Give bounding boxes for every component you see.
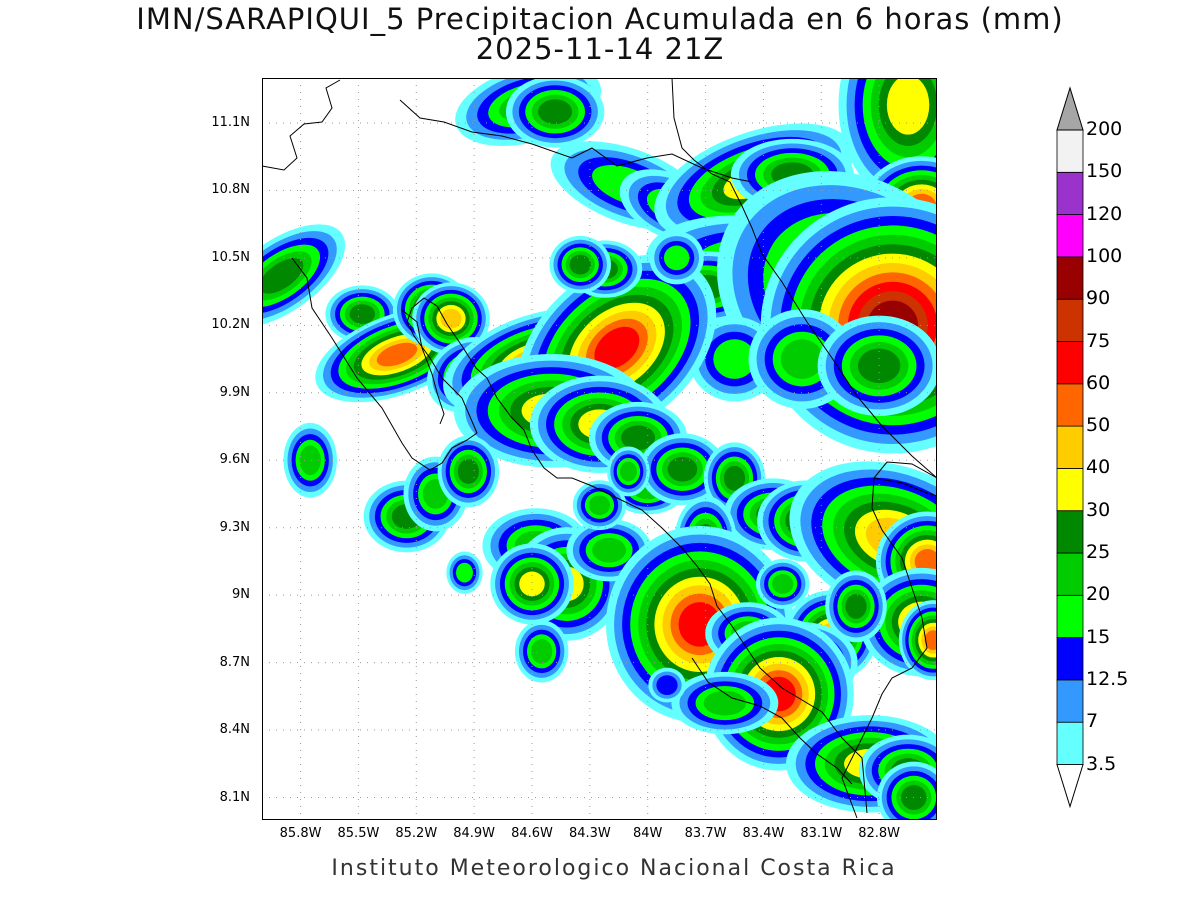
lon-tick-label: 83.1W [800, 826, 843, 841]
footer-credit: Instituto Meteorologico Nacional Costa R… [331, 856, 897, 881]
colorbar-level-label: 150 [1086, 160, 1123, 183]
colorbar [1056, 86, 1084, 809]
colorbar-min-arrow [1056, 764, 1084, 809]
caribbean-coast [671, 78, 937, 479]
colorbar-level-label: 100 [1086, 244, 1123, 267]
panama-coast [873, 477, 937, 497]
lon-tick-label: 83.4W [742, 826, 785, 841]
colorbar-segment [1056, 552, 1084, 596]
colorbar-segment [1056, 171, 1084, 216]
country-borders [262, 78, 937, 819]
nicaragua-costa-rica-border [399, 99, 753, 183]
lat-tick-label: 10.5N [211, 249, 250, 265]
precip-cell-31 [437, 435, 500, 508]
lon-tick-label: 84.6W [511, 826, 553, 841]
pacific-coast-guanacaste [291, 257, 868, 814]
colorbar-max-arrow [1056, 86, 1084, 131]
precip-cell-1 [505, 78, 605, 148]
lat-tick-label: 9N [232, 587, 250, 603]
colorbar-level-label: 20 [1086, 583, 1111, 606]
lon-tick-label: 84.3W [568, 826, 611, 841]
lat-tick-label: 9.3N [219, 519, 250, 535]
colorbar-segment [1056, 129, 1084, 173]
precip-cell-54 [898, 600, 937, 681]
precipitation-map [262, 78, 937, 820]
precip-cell-27 [549, 235, 611, 294]
lon-tick-label: 83.7W [684, 826, 727, 841]
precip-cell-56 [514, 620, 569, 683]
osa-peninsula [691, 657, 853, 785]
lon-tick-label: 85.5W [337, 826, 380, 841]
lon-tick-label: 84.9W [453, 826, 496, 841]
colorbar-level-label: 40 [1086, 456, 1111, 479]
colorbar-level-label: 25 [1086, 541, 1111, 563]
precip-cell-6 [838, 78, 937, 203]
lat-tick-label: 10.2N [211, 317, 250, 333]
lat-tick-label: 11.1N [211, 114, 250, 130]
colorbar-level-label: 12.5 [1086, 667, 1129, 690]
colorbar-segment [1056, 256, 1084, 300]
colorbar-segment [1056, 383, 1084, 427]
precip-cell-61 [755, 558, 810, 609]
precip-cell-28 [283, 422, 337, 498]
lat-tick-label: 10.8N [211, 182, 250, 198]
colorbar-level-label: 120 [1086, 202, 1123, 225]
precip-cell-19 [412, 282, 490, 355]
precip-cell-60 [607, 446, 650, 497]
precip-cell-34 [490, 543, 574, 625]
colorbar-segment [1056, 341, 1084, 385]
colorbar-segment [1056, 510, 1084, 554]
precip-cell-14 [817, 315, 937, 416]
colorbar-segment [1056, 679, 1084, 723]
precip-cell-57 [648, 667, 686, 703]
lon-tick-label: 82.8W [858, 826, 901, 841]
colorbar-level-label: 90 [1086, 287, 1111, 310]
coastline-nicaragua-pacific [262, 79, 341, 171]
lat-tick-label: 9.6N [219, 452, 250, 468]
lat-tick-label: 8.1N [219, 789, 250, 805]
precip-cell-55 [446, 551, 483, 594]
colorbar-segment [1056, 721, 1084, 765]
map-timestamp: 2025-11-14 21Z [475, 32, 725, 66]
lon-tick-label: 85.2W [395, 826, 438, 841]
precipitation-field [262, 78, 937, 820]
colorbar-level-label: 60 [1086, 371, 1111, 394]
costa-rica-panama-border [841, 461, 937, 819]
colorbar-segment [1056, 298, 1084, 342]
lat-tick-label: 8.7N [219, 654, 250, 670]
colorbar-segment [1056, 637, 1084, 681]
nicoya-peninsula [401, 309, 445, 425]
colorbar-level-label: 75 [1086, 329, 1111, 352]
lat-tick-label: 8.4N [219, 722, 250, 738]
lon-tick-label: 84W [633, 826, 663, 841]
precip-cell-37 [639, 433, 726, 506]
colorbar-level-label: 50 [1086, 414, 1111, 437]
colorbar-segment [1056, 214, 1084, 258]
precip-cell-47 [671, 671, 779, 735]
precip-cell-59 [649, 231, 704, 285]
colorbar-level-label: 30 [1086, 498, 1111, 521]
lat-tick-label: 9.9N [219, 384, 250, 400]
colorbar-level-label: 15 [1086, 625, 1111, 648]
colorbar-level-label: 3.5 [1086, 752, 1117, 775]
colorbar-level-label: 200 [1086, 118, 1123, 140]
map-title: IMN/SARAPIQUI_5 Precipitacion Acumulada … [136, 2, 1064, 36]
colorbar-segment [1056, 425, 1084, 469]
lon-tick-label: 85.8W [279, 826, 322, 841]
precip-cell-62 [825, 570, 887, 643]
colorbar-segment [1056, 467, 1084, 512]
colorbar-segment [1056, 594, 1084, 638]
colorbar-level-label: 7 [1086, 710, 1099, 733]
